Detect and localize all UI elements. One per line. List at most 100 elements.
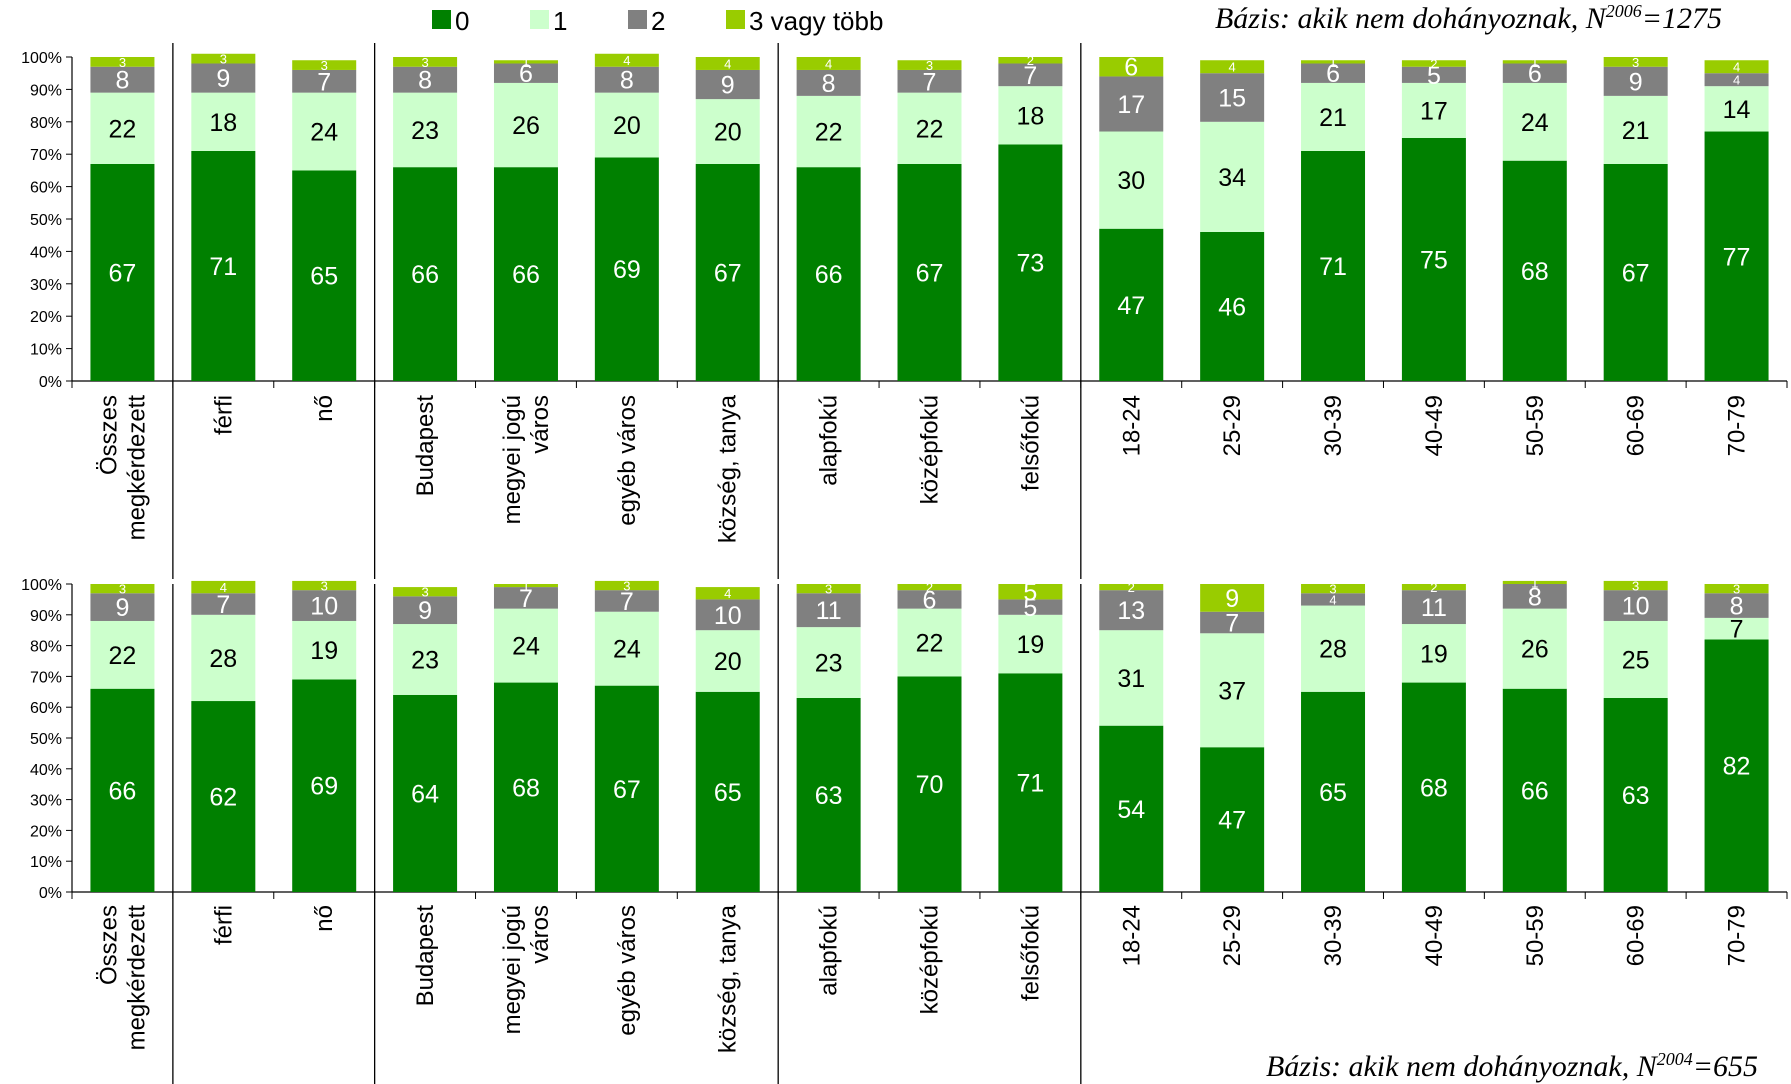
- bar-segment-1-2: [191, 63, 256, 93]
- x-category-label-8: középfokú: [917, 395, 944, 504]
- data-label-15-2: 10: [1622, 593, 1650, 621]
- base-note-top: Bázis: akik nem dohányoznak, N2006=1275: [1215, 1, 1722, 35]
- x-category-label-0: megkérdezett: [123, 395, 150, 541]
- data-label-11-1: 37: [1218, 677, 1246, 705]
- bar-segment-5-2: [594, 590, 659, 612]
- data-label-7-0: 66: [815, 261, 843, 289]
- data-label-7-2: 11: [816, 597, 842, 625]
- bar-segment-11-0: [1200, 231, 1265, 381]
- data-label-3-3: 3: [421, 55, 428, 70]
- x-category-label-16: 70-79: [1724, 395, 1751, 456]
- bar-segment-13-3: [1401, 60, 1466, 67]
- bar-segment-6-2: [695, 599, 760, 631]
- x-category-label-2: nő: [311, 905, 338, 932]
- bar-segment-10-1: [1099, 630, 1164, 726]
- bar-segment-16-2: [1704, 73, 1769, 87]
- bar-segment-5-0: [594, 685, 659, 892]
- data-label-15-3: 3: [1632, 55, 1639, 70]
- x-category-label-0: Összes: [95, 395, 122, 475]
- bar-segment-8-1: [897, 92, 962, 164]
- data-label-0-0: 67: [109, 259, 137, 287]
- bar-segment-6-3: [695, 587, 760, 600]
- data-label-15-2: 9: [1629, 68, 1643, 96]
- bar-segment-9-3: [998, 584, 1063, 600]
- bar-segment-0-0: [90, 163, 155, 381]
- bar-segment-6-0: [695, 163, 760, 381]
- data-label-13-1: 17: [1420, 97, 1448, 125]
- data-label-7-0: 63: [815, 782, 843, 810]
- data-label-16-3: 3: [1733, 582, 1740, 597]
- data-label-9-3: 2: [1027, 53, 1034, 68]
- bar-segment-2-1: [292, 620, 357, 680]
- x-category-label-16: 70-79: [1724, 905, 1751, 966]
- bar-segment-8-1: [897, 608, 962, 677]
- x-category-label-2: nő: [311, 395, 338, 422]
- x-category-label-8: középfokú: [917, 905, 944, 1014]
- data-label-8-2: 6: [923, 586, 937, 614]
- data-label-8-0: 70: [916, 771, 944, 799]
- y-tick-label: 20%: [30, 309, 62, 326]
- data-label-2-0: 69: [310, 773, 338, 801]
- bar-segment-1-1: [191, 92, 256, 151]
- data-label-1-0: 62: [209, 784, 237, 812]
- bar-segment-15-3: [1603, 57, 1668, 67]
- bar-segment-13-3: [1401, 584, 1466, 591]
- data-label-14-0: 66: [1521, 777, 1549, 805]
- bar-segment-4-1: [493, 608, 558, 683]
- y-tick-label: 90%: [30, 82, 62, 99]
- data-label-10-2: 17: [1117, 91, 1145, 119]
- bar-segment-0-3: [90, 57, 155, 67]
- bar-segment-14-2: [1502, 584, 1567, 609]
- data-label-0-1: 22: [109, 642, 137, 670]
- bar-segment-16-2: [1704, 593, 1769, 618]
- bar-segment-12-3: [1301, 60, 1366, 64]
- data-label-1-3: 4: [220, 580, 227, 595]
- bar-segment-4-3: [493, 60, 558, 64]
- data-label-6-0: 67: [714, 259, 742, 287]
- bar-segment-10-3: [1099, 584, 1164, 591]
- bar-segment-12-1: [1301, 82, 1366, 151]
- bar-segment-13-2: [1401, 66, 1466, 83]
- legend-swatch-0: [432, 10, 451, 29]
- data-label-12-1: 21: [1319, 104, 1347, 132]
- bar-segment-11-2: [1200, 611, 1265, 634]
- data-label-10-0: 47: [1117, 292, 1145, 320]
- bar-segment-9-0: [998, 673, 1063, 892]
- y-tick-label: 30%: [30, 277, 62, 294]
- bar-segment-1-2: [191, 593, 256, 615]
- x-category-label-13: 40-49: [1421, 905, 1448, 966]
- bar-segment-10-2: [1099, 590, 1164, 631]
- x-category-label-15: 60-69: [1623, 395, 1650, 456]
- bar-segment-5-3: [594, 53, 659, 67]
- bar-segment-1-0: [191, 150, 256, 381]
- bar-segment-9-2: [998, 599, 1063, 615]
- data-label-1-2: 7: [216, 591, 230, 619]
- bar-segment-16-3: [1704, 584, 1769, 594]
- data-label-2-3: 3: [321, 58, 328, 73]
- y-tick-label: 0%: [39, 885, 62, 902]
- legend-swatch-2: [628, 10, 647, 29]
- bar-segment-2-2: [292, 69, 357, 93]
- data-label-16-1: 7: [1730, 616, 1744, 644]
- legend-label-1: 1: [553, 6, 567, 36]
- data-label-13-2: 5: [1427, 62, 1441, 90]
- bar-segment-12-2: [1301, 593, 1366, 606]
- data-label-16-0: 82: [1723, 753, 1751, 781]
- bar-segment-3-3: [393, 587, 458, 597]
- bar-segment-4-2: [493, 63, 558, 83]
- data-label-9-0: 71: [1016, 770, 1044, 798]
- y-tick-label: 60%: [30, 180, 62, 197]
- data-label-14-2: 8: [1528, 583, 1542, 611]
- legend-label-2: 2: [651, 6, 665, 36]
- data-label-8-3: 3: [926, 58, 933, 73]
- bar-segment-4-2: [493, 587, 558, 609]
- data-label-1-0: 71: [209, 253, 237, 281]
- bar-segment-8-3: [897, 584, 962, 591]
- bar-segment-6-1: [695, 99, 760, 164]
- data-label-16-2: 8: [1730, 593, 1744, 621]
- bar-segment-2-2: [292, 590, 357, 621]
- y-tick-label: 10%: [30, 854, 62, 871]
- data-label-6-1: 20: [714, 119, 742, 147]
- bar-segment-8-3: [897, 60, 962, 70]
- y-tick-label: 40%: [30, 244, 62, 261]
